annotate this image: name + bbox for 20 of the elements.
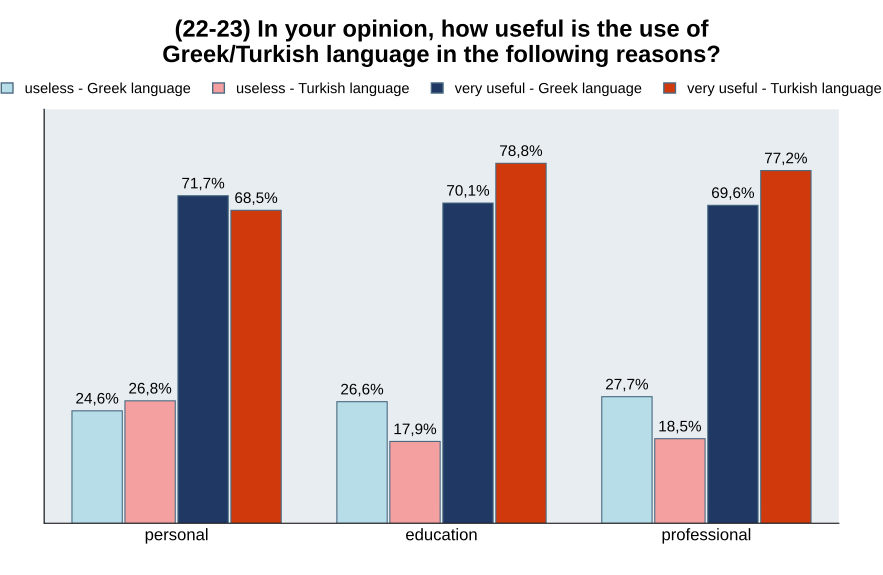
x-tick-label: professional [662, 528, 750, 544]
data-label: 78,8% [500, 145, 542, 158]
legend-label: very useful - Turkish language [687, 82, 882, 96]
data-label: 26,8% [129, 382, 172, 396]
data-label: 70,1% [447, 184, 490, 198]
x-tick-label: personal [146, 528, 208, 544]
legend-label: very useful - Greek language [454, 82, 642, 96]
x-tick-label: education [406, 528, 477, 540]
data-label: 17,9% [394, 423, 436, 436]
chart-title: (22-23) In your opinion, how useful is the use of Greek/Turkish language in the following reasons? [163, 19, 720, 68]
data-label: 26,6% [341, 384, 384, 396]
data-label: 27,7% [606, 378, 648, 392]
data-label: 68,5% [235, 192, 278, 205]
data-label: 71,7% [182, 178, 224, 190]
data-label: 18,5% [659, 420, 702, 434]
legend-label: useless - Turkish language [236, 82, 409, 96]
data-label: 24,6% [76, 392, 118, 406]
data-label: 77,2% [764, 152, 807, 166]
data-label: 69,6% [712, 187, 754, 200]
legend-label: useless - Greek language [26, 82, 190, 96]
